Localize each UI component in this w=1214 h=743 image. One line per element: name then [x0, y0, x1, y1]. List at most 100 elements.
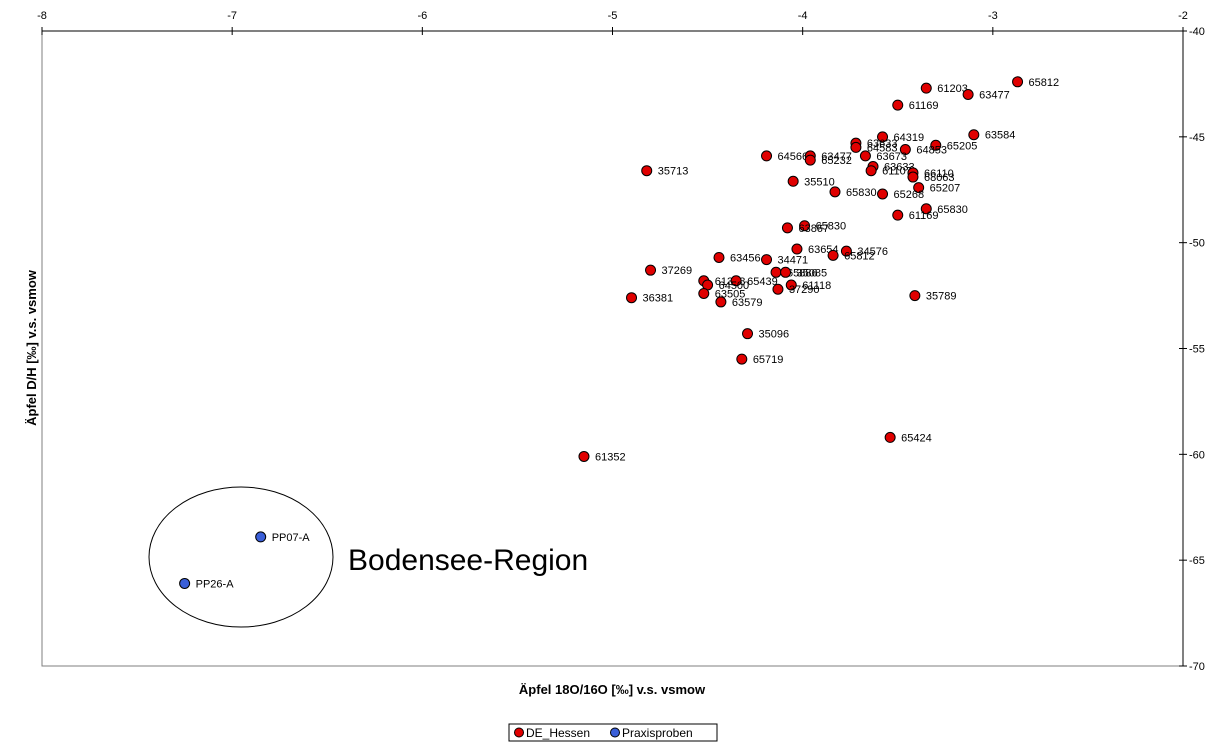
data-point-label: 63633 — [884, 161, 915, 173]
data-point — [761, 150, 773, 162]
data-point — [913, 182, 925, 194]
data-point — [827, 249, 839, 261]
data-point — [715, 296, 727, 308]
data-point — [641, 165, 653, 177]
data-point — [892, 99, 904, 111]
x-tick-label: -2 — [1178, 10, 1188, 22]
legend: DE_Hessen Praxisproben — [508, 723, 718, 742]
data-point-label: 65424 — [901, 432, 932, 444]
data-point-label: 65232 — [821, 155, 852, 167]
data-point — [626, 292, 638, 304]
data-point-label: 64566 — [778, 151, 809, 163]
x-tick-label: -3 — [988, 10, 998, 22]
x-tick-label: -8 — [37, 10, 47, 22]
data-point-label: 64853 — [916, 145, 947, 157]
data-point-label: 36381 — [643, 293, 674, 305]
data-point — [713, 251, 725, 263]
data-point — [877, 131, 889, 143]
series-praxisproben: PP07-A PP26-A — [179, 531, 311, 590]
bodensee-region-ellipse — [148, 486, 334, 628]
y-tick-label: -55 — [1189, 344, 1205, 356]
data-point — [255, 531, 267, 543]
data-point-label: 63584 — [985, 130, 1016, 142]
data-point-label: 61352 — [595, 451, 626, 463]
data-point-label: 65886 — [787, 267, 818, 279]
data-point-label: 63579 — [732, 297, 763, 309]
data-point-label: 65205 — [947, 140, 978, 152]
data-point-label: 34576 — [857, 246, 888, 258]
data-point — [761, 254, 773, 266]
data-point-label: 65830 — [816, 221, 847, 233]
data-point-label: 35510 — [804, 176, 835, 188]
data-point-label: 37290 — [789, 284, 820, 296]
data-point-label: PP07-A — [272, 532, 311, 544]
data-point — [899, 144, 911, 156]
data-point-label: 34471 — [778, 255, 809, 267]
data-point — [877, 188, 889, 200]
data-point-label: 63456 — [730, 252, 761, 264]
data-point-label: 64583 — [867, 142, 898, 154]
data-point-label: 61203 — [937, 83, 968, 95]
data-point-label: 64500 — [719, 280, 750, 292]
data-point-label: 35789 — [926, 291, 957, 303]
legend-marker-de-hessen — [514, 727, 524, 738]
data-point — [742, 328, 754, 340]
data-point-label: 65812 — [1029, 77, 1060, 89]
data-point — [645, 264, 657, 276]
data-point — [829, 186, 841, 198]
x-axis-title: Äpfel 18O/16O [‰] v.s. vsmow — [519, 682, 706, 697]
data-point-label: 65439 — [747, 276, 778, 288]
data-point-label: 65812 — [844, 250, 875, 262]
data-point-label: 65719 — [753, 354, 784, 366]
data-point-label: 37269 — [662, 265, 693, 277]
data-point — [785, 279, 797, 291]
data-point-label: 65830 — [846, 187, 877, 199]
data-point — [859, 150, 871, 162]
data-point — [736, 353, 748, 365]
data-point-label: 35096 — [759, 329, 790, 341]
data-point — [884, 431, 896, 443]
data-point — [804, 154, 816, 166]
legend-marker-praxisproben — [610, 727, 620, 738]
data-point — [968, 129, 980, 141]
y-tick-label: -50 — [1189, 238, 1205, 250]
data-point — [892, 209, 904, 221]
data-point — [698, 287, 710, 299]
data-point-label: 63477 — [821, 151, 852, 163]
data-point-label: 61169 — [909, 210, 939, 222]
plot-area — [41, 30, 1184, 667]
data-point — [791, 243, 803, 255]
y-tick-label: -60 — [1189, 449, 1205, 461]
data-point — [780, 266, 792, 278]
data-point-label: 65830 — [937, 204, 968, 216]
data-point-label: 61118 — [802, 280, 831, 292]
data-point-label: 63867 — [798, 223, 829, 235]
data-point — [920, 203, 932, 215]
y-tick-label: -45 — [1189, 132, 1205, 144]
region-annotation: Bodensee-Region — [348, 544, 588, 577]
data-points: 65812 61203 63477 61169 63584 64319 65205 63633… — [179, 76, 1060, 590]
data-point-label: 63477 — [979, 90, 1010, 102]
data-point — [850, 141, 862, 153]
data-point-label: 35085 — [797, 267, 828, 279]
axes: -8 -7 -6 -5 -4 -3 -2-40 -45 -50 -55 -60 -65 -70 — [37, 10, 1205, 673]
y-axis-title: Äpfel D/H [‰] v.s. vsmow — [24, 269, 39, 426]
data-point — [962, 89, 974, 100]
data-point — [578, 450, 590, 462]
data-point — [840, 245, 852, 257]
data-point — [909, 290, 921, 302]
series-de-hessen: 65812 61203 63477 61169 63584 64319 65205 63633… — [578, 76, 1060, 463]
x-tick-label: -6 — [417, 10, 427, 22]
x-tick-label: -4 — [798, 10, 808, 22]
data-point — [787, 175, 799, 187]
data-point — [799, 220, 811, 232]
x-tick-label: -5 — [608, 10, 618, 22]
x-tick-label: -7 — [227, 10, 237, 22]
data-point — [772, 283, 784, 295]
data-point-label: 63673 — [876, 151, 907, 163]
data-point-label: 61169 — [909, 100, 939, 112]
data-point — [781, 222, 793, 234]
legend-label-praxisproben: Praxisproben — [622, 726, 693, 740]
data-point — [930, 139, 942, 151]
